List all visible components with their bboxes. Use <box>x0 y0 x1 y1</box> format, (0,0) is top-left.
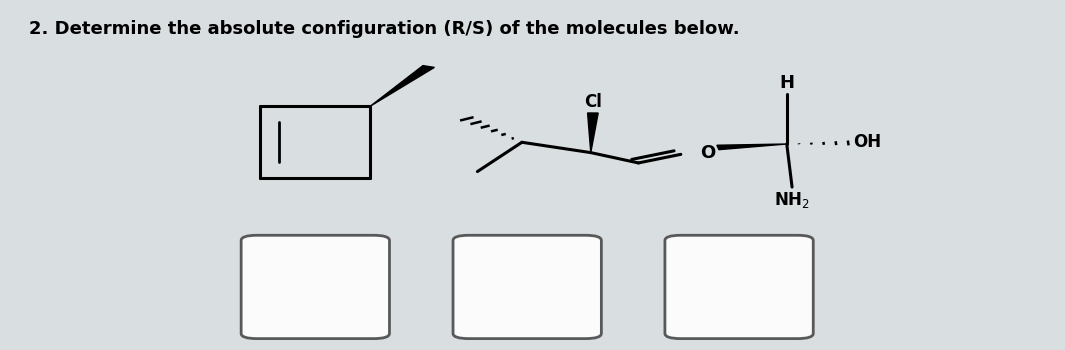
Text: O: O <box>700 144 715 162</box>
Text: H: H <box>780 74 794 92</box>
FancyBboxPatch shape <box>665 235 814 338</box>
Text: NH$_2$: NH$_2$ <box>774 190 810 210</box>
Text: 2. Determine the absolute configuration (R/S) of the molecules below.: 2. Determine the absolute configuration … <box>29 20 740 38</box>
Text: OH: OH <box>853 133 882 151</box>
FancyBboxPatch shape <box>453 235 602 338</box>
Polygon shape <box>371 65 435 106</box>
Polygon shape <box>588 113 599 153</box>
Text: Cl: Cl <box>584 93 602 111</box>
Polygon shape <box>717 144 787 150</box>
FancyBboxPatch shape <box>241 235 390 338</box>
